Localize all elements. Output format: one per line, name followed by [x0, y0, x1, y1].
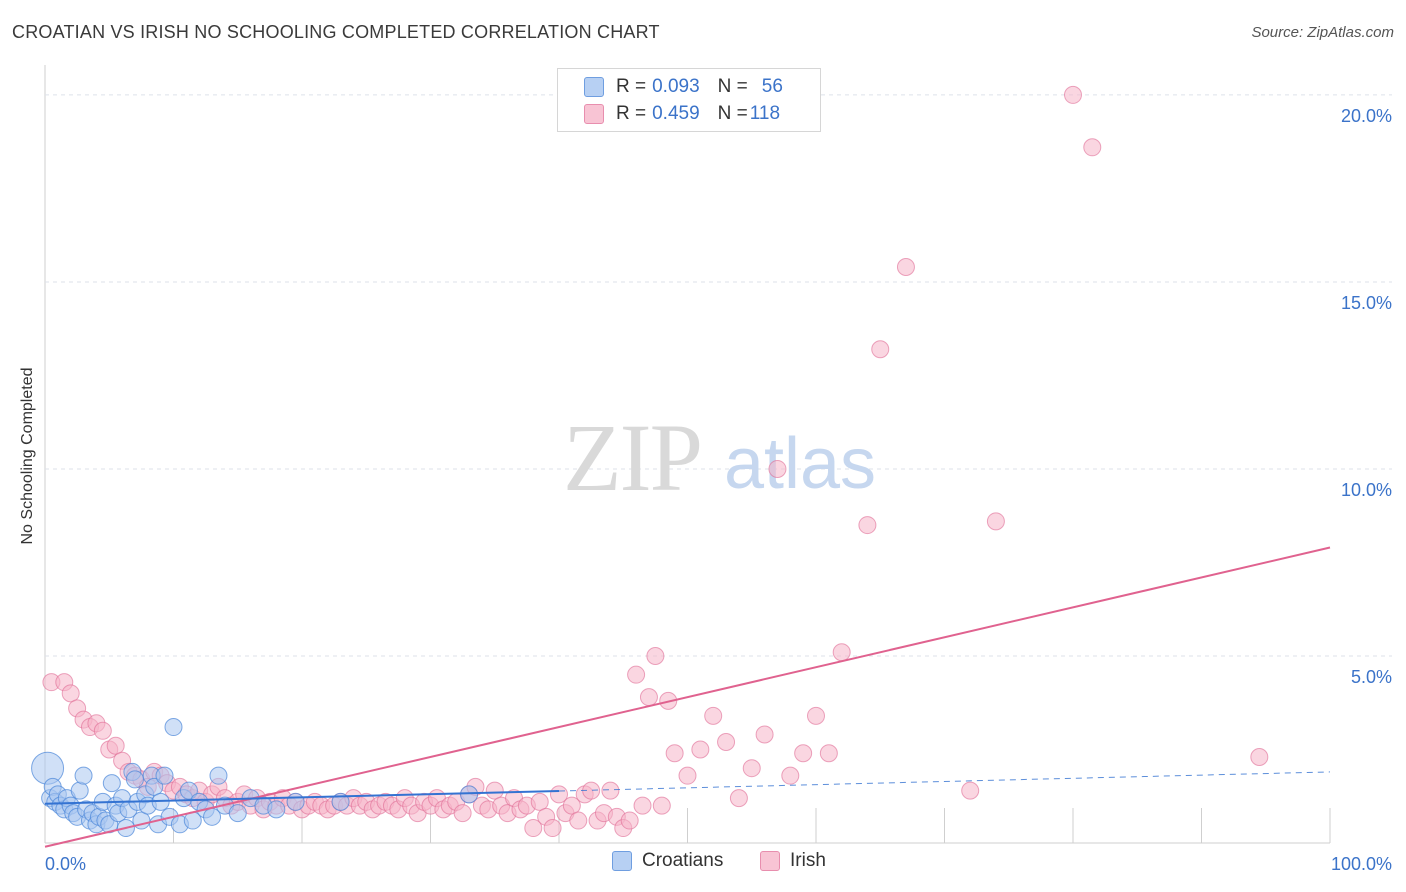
croatian-trendline-extension [558, 771, 1331, 792]
croatians-swatch [584, 77, 604, 97]
irish-point [768, 459, 787, 478]
irish-point [562, 796, 581, 815]
irish-point [1250, 747, 1269, 766]
croatian-point [74, 766, 93, 785]
croatian-point [125, 770, 144, 789]
legend-n-value: 118 [749, 103, 781, 124]
irish-point [807, 706, 825, 725]
irish-point [1064, 85, 1082, 104]
irish-point [742, 759, 761, 778]
x-tick-label: 100.0% [1331, 854, 1392, 874]
irish-point [858, 516, 877, 535]
series-legend: Croatians Irish [0, 850, 1406, 878]
irish-point [453, 804, 472, 823]
legend-r-value: 0.459 [652, 103, 700, 124]
irish-point [620, 811, 639, 830]
irish-point [871, 340, 890, 359]
croatian-point [145, 777, 164, 796]
irish-point [543, 819, 562, 838]
watermark: ZIP atlas [563, 404, 876, 511]
legend-n-value: 56 [761, 76, 783, 97]
irish-point [819, 744, 838, 763]
stats-legend: R = 0.093 N = 56 R = 0.459 N = 118 [557, 68, 821, 132]
irish-point [485, 781, 504, 800]
irish-point [524, 819, 543, 838]
irish-point [729, 789, 748, 808]
legend-r-label: R = [616, 103, 647, 124]
irish-point [755, 725, 774, 744]
gridlines [44, 65, 1392, 844]
irish-trendline [44, 546, 1331, 848]
legend-item-croatians[interactable]: Croatians [612, 850, 723, 872]
x-tick-label: 0.0% [45, 854, 86, 874]
irish-point [61, 684, 80, 703]
legend-row-croatians: R = 0.093 N = 56 [584, 75, 789, 99]
x-tick-labels: 0.0% 100.0% [45, 854, 1392, 874]
irish-point [704, 706, 723, 725]
irish-point [93, 721, 112, 740]
legend-n-label: N = [717, 76, 748, 97]
irish-legend-swatch [760, 851, 780, 871]
irish-point [794, 744, 813, 763]
croatian-point [286, 792, 305, 811]
irish-point [961, 781, 980, 800]
y-tick-labels: 5.0% 10.0% 15.0% 20.0% [1341, 106, 1392, 687]
irish-point [832, 643, 851, 662]
croatian-point [179, 781, 198, 800]
croatian-point [102, 774, 121, 793]
source-label: Source: ZipAtlas.com [1251, 24, 1394, 41]
trendlines [44, 546, 1331, 848]
y-tick-label: 10.0% [1341, 480, 1392, 500]
irish-point [665, 744, 684, 763]
irish-point [646, 646, 665, 665]
irish-point [678, 766, 697, 785]
y-tick-label: 15.0% [1341, 293, 1392, 313]
irish-swatch [584, 104, 604, 124]
irish-point [106, 736, 125, 755]
croatian-point [209, 766, 228, 785]
irish-point [639, 688, 658, 707]
irish-point [691, 740, 710, 759]
legend-r-value: 0.093 [652, 76, 700, 97]
irish-legend-label: Irish [790, 850, 826, 871]
watermark-atlas: atlas [724, 424, 876, 504]
croatian-point [228, 804, 247, 823]
irish-point [717, 733, 736, 752]
irish-point [1083, 138, 1102, 157]
chart-title: CROATIAN VS IRISH NO SCHOOLING COMPLETED… [12, 22, 660, 42]
irish-point [633, 796, 652, 815]
croatian-point [31, 751, 65, 785]
croatian-point [155, 766, 174, 785]
croatian-trendline [44, 790, 560, 805]
croatian-point [70, 781, 89, 800]
y-tick-label: 20.0% [1341, 106, 1392, 126]
irish-point [627, 665, 646, 684]
irish-point [601, 781, 620, 800]
legend-r-label: R = [616, 76, 647, 97]
irish-point [530, 792, 549, 811]
legend-item-irish[interactable]: Irish [760, 850, 826, 872]
irish-point [652, 796, 671, 815]
irish-point [896, 257, 915, 276]
croatian-point [331, 792, 350, 811]
legend-n-label: N = [717, 103, 748, 124]
irish-point [781, 766, 800, 785]
legend-row-irish: R = 0.459 N = 118 [584, 102, 786, 126]
croatian-point [267, 800, 286, 819]
croatians-legend-label: Croatians [642, 850, 724, 871]
croatian-point [164, 718, 183, 737]
croatians-legend-swatch [612, 851, 632, 871]
irish-point [569, 811, 588, 830]
y-tick-label: 5.0% [1351, 667, 1392, 687]
watermark-zip: ZIP [563, 404, 701, 511]
irish-point [986, 512, 1005, 531]
